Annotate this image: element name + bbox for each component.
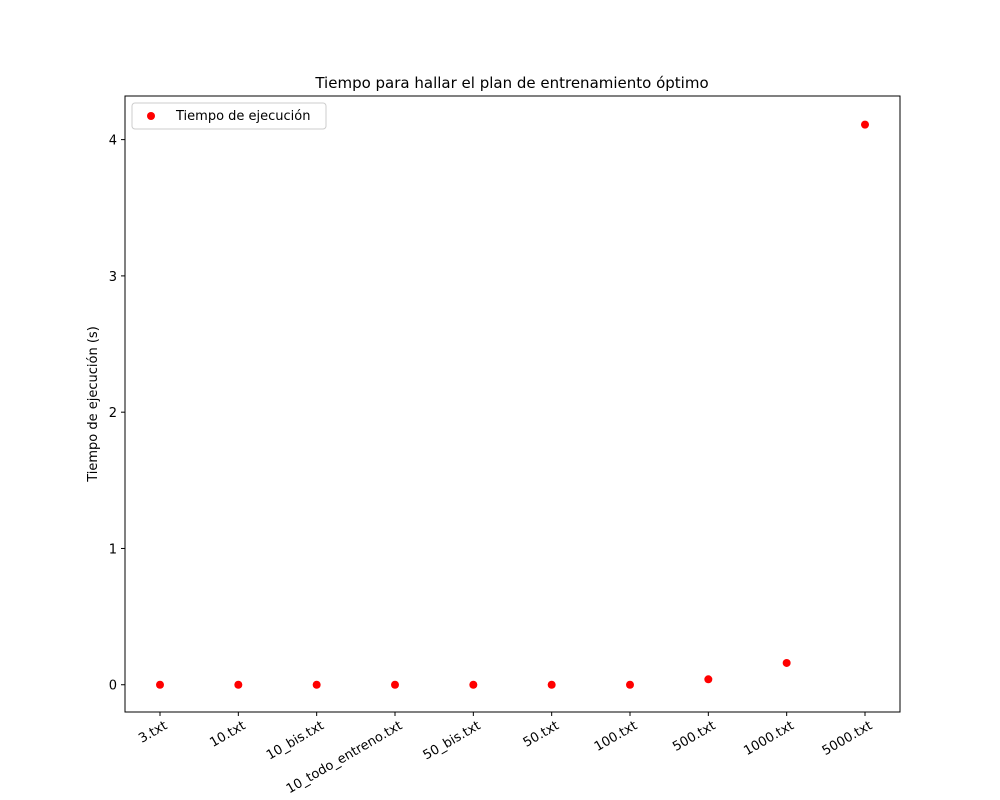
chart-title: Tiempo para hallar el plan de entrenamie…: [314, 74, 708, 92]
y-tick-label: 1: [109, 542, 117, 557]
data-point: [156, 680, 164, 689]
data-point: [704, 675, 713, 684]
data-point: [861, 120, 869, 129]
legend-frame: [131, 102, 327, 130]
legend: Tiempo de ejecución: [131, 102, 327, 130]
y-tick-label: 2: [109, 406, 117, 421]
legend-label: Tiempo de ejecución: [175, 109, 310, 124]
data-point: [547, 680, 556, 689]
data-point: [626, 680, 634, 689]
legend-marker: [147, 112, 155, 120]
data-point: [391, 680, 399, 689]
data-point: [234, 680, 243, 689]
y-tick-label: 4: [109, 134, 117, 149]
y-tick-label: 0: [109, 679, 117, 694]
data-point: [469, 680, 478, 689]
y-tick-label: 3: [109, 270, 117, 285]
data-point: [782, 658, 791, 667]
axes-frame: [124, 95, 901, 713]
y-axis-label: Tiempo de ejecución (s): [86, 326, 101, 483]
data-point: [312, 680, 321, 689]
